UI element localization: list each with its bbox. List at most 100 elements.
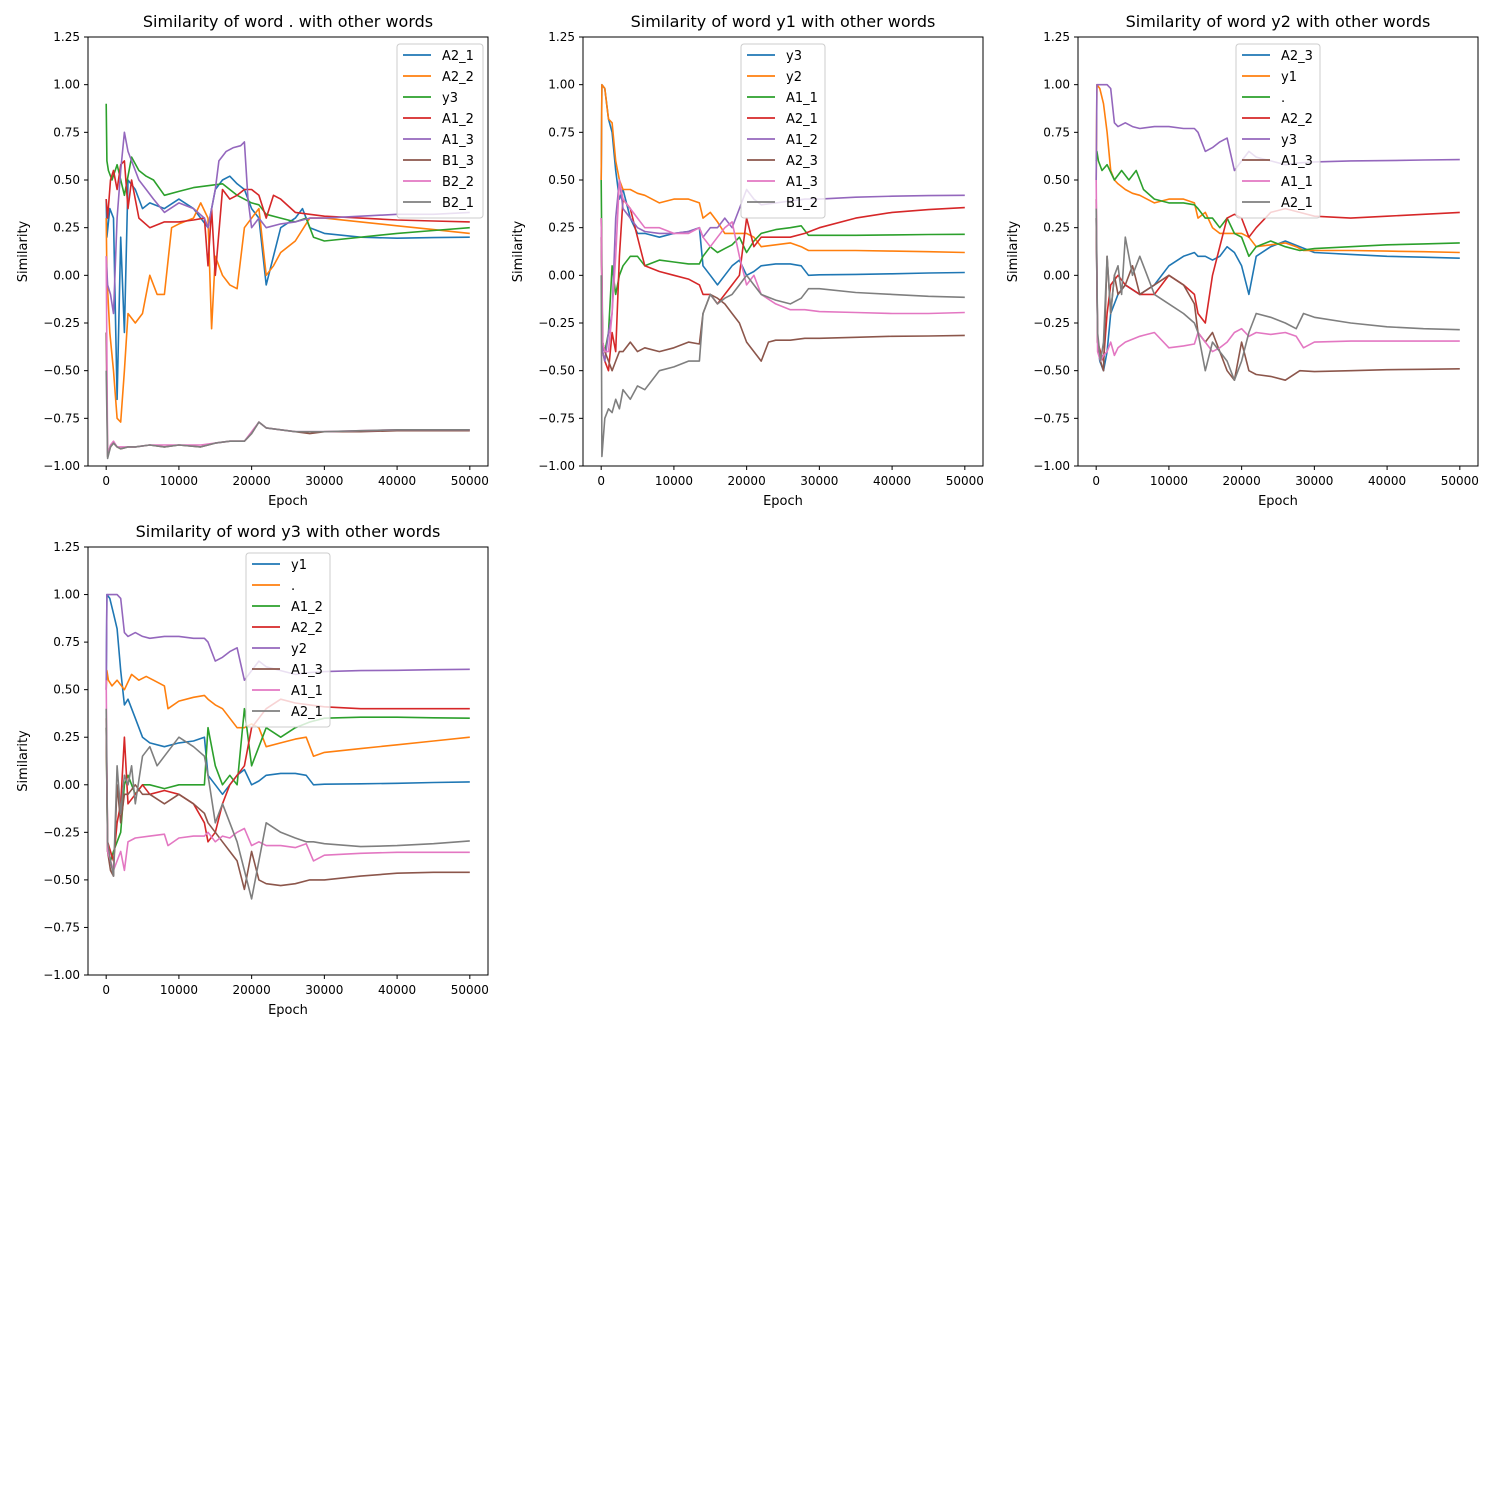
- series-line-B1_3: [105, 332, 470, 458]
- legend-label: A2_1: [291, 705, 323, 720]
- y-tick-label: −1.00: [1033, 459, 1070, 473]
- legend-label: B2_2: [442, 175, 474, 190]
- legend-box: [740, 43, 826, 219]
- legend-label: y2: [291, 642, 307, 657]
- series-line-A1_3: [105, 727, 470, 891]
- legend-label: y3: [786, 49, 802, 64]
- y-tick-label: 0.00: [53, 268, 80, 282]
- y-tick-label: 0.25: [548, 221, 575, 235]
- x-tick-label: 0: [102, 983, 110, 997]
- y-tick-label: −1.00: [43, 459, 80, 473]
- y-tick-label: 0.75: [53, 125, 80, 139]
- axes-frame: [582, 36, 984, 467]
- legend-label: A2_3: [786, 154, 818, 169]
- y-tick-label: 0.75: [1043, 125, 1070, 139]
- series-line-A2_1: [1095, 208, 1460, 382]
- y-tick-label: −0.25: [1033, 316, 1070, 330]
- x-tick-label: 20000: [233, 983, 271, 997]
- x-tick-label: 50000: [1441, 474, 1479, 488]
- series-line-B2_1: [105, 370, 470, 460]
- series-line-A1_1: [105, 680, 470, 872]
- x-tick-label: 10000: [160, 983, 198, 997]
- legend-label: A2_3: [1281, 49, 1313, 64]
- y-tick-label: 1.00: [548, 78, 575, 92]
- subplot-2: 0 10000 20000 30000 40000 50000 −1.00 −0.75 −0.5…: [511, 12, 984, 509]
- y-tick-label: −0.75: [538, 411, 575, 425]
- y-tick-label: 0.00: [548, 268, 575, 282]
- x-tick-label: 30000: [305, 983, 343, 997]
- y-tick-label: 0.75: [53, 635, 80, 649]
- y-tick-label: −0.50: [43, 873, 80, 887]
- series-line-B2_2: [105, 256, 470, 456]
- y-axis-label: Similarity: [16, 220, 31, 282]
- x-tick-label: 50000: [946, 474, 984, 488]
- y-tick-label: −0.75: [43, 411, 80, 425]
- y-tick-label: 1.00: [53, 78, 80, 92]
- x-tick-label: 40000: [1368, 474, 1406, 488]
- legend-label: A1_2: [291, 600, 323, 615]
- series-line-A2_3: [600, 237, 965, 372]
- y-axis-label: Similarity: [1006, 220, 1021, 282]
- y-tick-label: 0.50: [53, 173, 80, 187]
- x-tick-label: 40000: [378, 983, 416, 997]
- legend-label: A1_3: [1281, 154, 1313, 169]
- x-tick-label: 50000: [451, 983, 489, 997]
- x-tick-label: 50000: [451, 474, 489, 488]
- legend-label: B1_2: [786, 196, 818, 211]
- legend-label: A2_1: [1281, 196, 1313, 211]
- legend-label: y1: [1281, 70, 1297, 85]
- legend-label: A1_3: [291, 663, 323, 678]
- y-tick-label: 1.25: [53, 540, 80, 554]
- subplot-4: 0 10000 20000 30000 40000 50000 −1.00 −0.75 −0.5…: [16, 522, 489, 1018]
- legend-label: A2_2: [1281, 112, 1313, 127]
- y-axis-label: Similarity: [511, 220, 526, 282]
- subplot-3: 0 10000 20000 30000 40000 50000 −1.00 −0.75 −0.5…: [1006, 12, 1479, 509]
- legend-label: y3: [1281, 133, 1297, 148]
- legend-label: y2: [786, 70, 802, 85]
- series-line-A1_3: [1095, 199, 1460, 382]
- legend: y1. A1_2 A2_2 y2 A1_3 A1_1 A2_1: [245, 552, 331, 728]
- legend-box: [245, 552, 331, 728]
- series-line-y3: [600, 83, 965, 286]
- y-tick-label: 0.75: [548, 125, 575, 139]
- series-lines: [105, 593, 470, 900]
- y-tick-label: −1.00: [538, 459, 575, 473]
- chart-title: Similarity of word . with other words: [143, 12, 433, 31]
- x-axis-label: Epoch: [268, 494, 308, 509]
- y-tick-label: 1.00: [53, 588, 80, 602]
- series-line-.: [1095, 150, 1460, 258]
- y-tick-label: 0.25: [1043, 221, 1070, 235]
- y-tick-label: 1.25: [1043, 30, 1070, 44]
- series-line-A2_3: [1095, 218, 1460, 372]
- subplot-1: 0 10000 20000 30000 40000 50000 −1.00 −0.75 −0.5…: [16, 12, 489, 509]
- x-tick-label: 40000: [873, 474, 911, 488]
- legend-label: .: [291, 579, 295, 594]
- x-tick-label: 30000: [305, 474, 343, 488]
- y-tick-label: −1.00: [43, 968, 80, 982]
- x-axis-label: Epoch: [268, 1003, 308, 1018]
- x-tick-label: 30000: [1295, 474, 1333, 488]
- legend: A2_1 A2_2 y3 A1_2 A1_3 B1_3 B2_2 B2_1: [396, 43, 484, 219]
- legend-label: A1_1: [1281, 175, 1313, 190]
- legend-label: B1_3: [442, 154, 474, 169]
- chart-title: Similarity of word y3 with other words: [136, 522, 441, 541]
- legend-label: A2_2: [442, 70, 474, 85]
- chart-title: Similarity of word y2 with other words: [1126, 12, 1431, 31]
- legend-label: A2_2: [291, 621, 323, 636]
- y-tick-label: 0.50: [1043, 173, 1070, 187]
- legend: y3 y2 A1_1 A2_1 A1_2 A2_3 A1_3 B1_2: [740, 43, 826, 219]
- x-axis-label: Epoch: [1258, 494, 1298, 509]
- series-lines: [105, 103, 470, 460]
- y-tick-label: −0.75: [1033, 411, 1070, 425]
- legend: A2_3 y1. A2_2 y3 A1_3 A1_1 A2_1: [1235, 43, 1321, 219]
- x-tick-label: 40000: [378, 474, 416, 488]
- legend-box: [1235, 43, 1321, 219]
- x-tick-label: 20000: [1223, 474, 1261, 488]
- x-tick-label: 10000: [160, 474, 198, 488]
- y-tick-label: 0.25: [53, 221, 80, 235]
- axes-frame: [1077, 36, 1479, 467]
- legend-label: y3: [442, 91, 458, 106]
- y-tick-label: 0.50: [53, 683, 80, 697]
- y-tick-label: −0.75: [43, 920, 80, 934]
